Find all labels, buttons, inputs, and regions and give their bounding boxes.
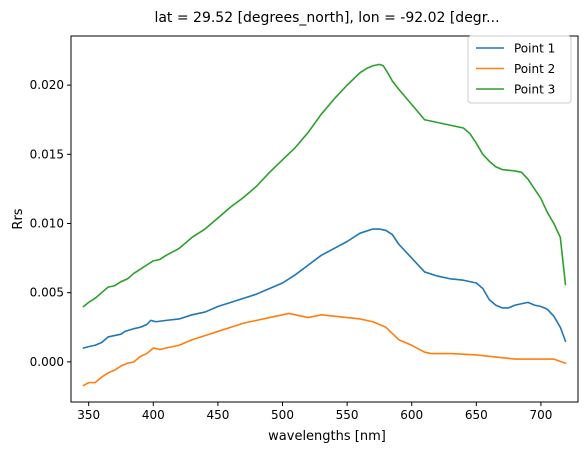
plot-lines	[82, 63, 567, 387]
series-line-3	[82, 63, 567, 308]
x-axis: 350 400 450 500 550 600 650 700	[77, 402, 552, 422]
y-tick-label: 0.000	[30, 355, 64, 369]
y-tick-label: 0.005	[30, 286, 64, 300]
series-line-1	[82, 228, 567, 350]
y-tick-label: 0.015	[30, 147, 64, 161]
x-tick-label: 400	[142, 408, 165, 422]
x-tick-label: 350	[77, 408, 100, 422]
series-line-2	[82, 312, 567, 387]
x-tick-label: 650	[465, 408, 488, 422]
y-axis-label: Rrs	[11, 208, 26, 229]
x-axis-label: wavelengths [nm]	[268, 429, 386, 444]
x-tick-label: 700	[529, 408, 552, 422]
y-tick-label: 0.010	[30, 216, 64, 230]
legend: Point 1 Point 2 Point 3	[467, 35, 572, 104]
x-tick-label: 550	[336, 408, 359, 422]
legend-box	[467, 35, 572, 104]
y-axis: 0.000 0.005 0.010 0.015 0.020	[30, 78, 71, 369]
legend-label-3: Point 3	[514, 83, 555, 97]
legend-label-2: Point 2	[514, 62, 555, 76]
x-tick-label: 500	[271, 408, 294, 422]
y-tick-label: 0.020	[30, 78, 64, 92]
x-tick-label: 450	[206, 408, 229, 422]
plot-frame	[70, 35, 579, 403]
chart-title: lat = 29.52 [degrees_north], lon = -92.0…	[154, 10, 499, 26]
x-tick-label: 600	[400, 408, 423, 422]
legend-label-1: Point 1	[514, 42, 555, 56]
